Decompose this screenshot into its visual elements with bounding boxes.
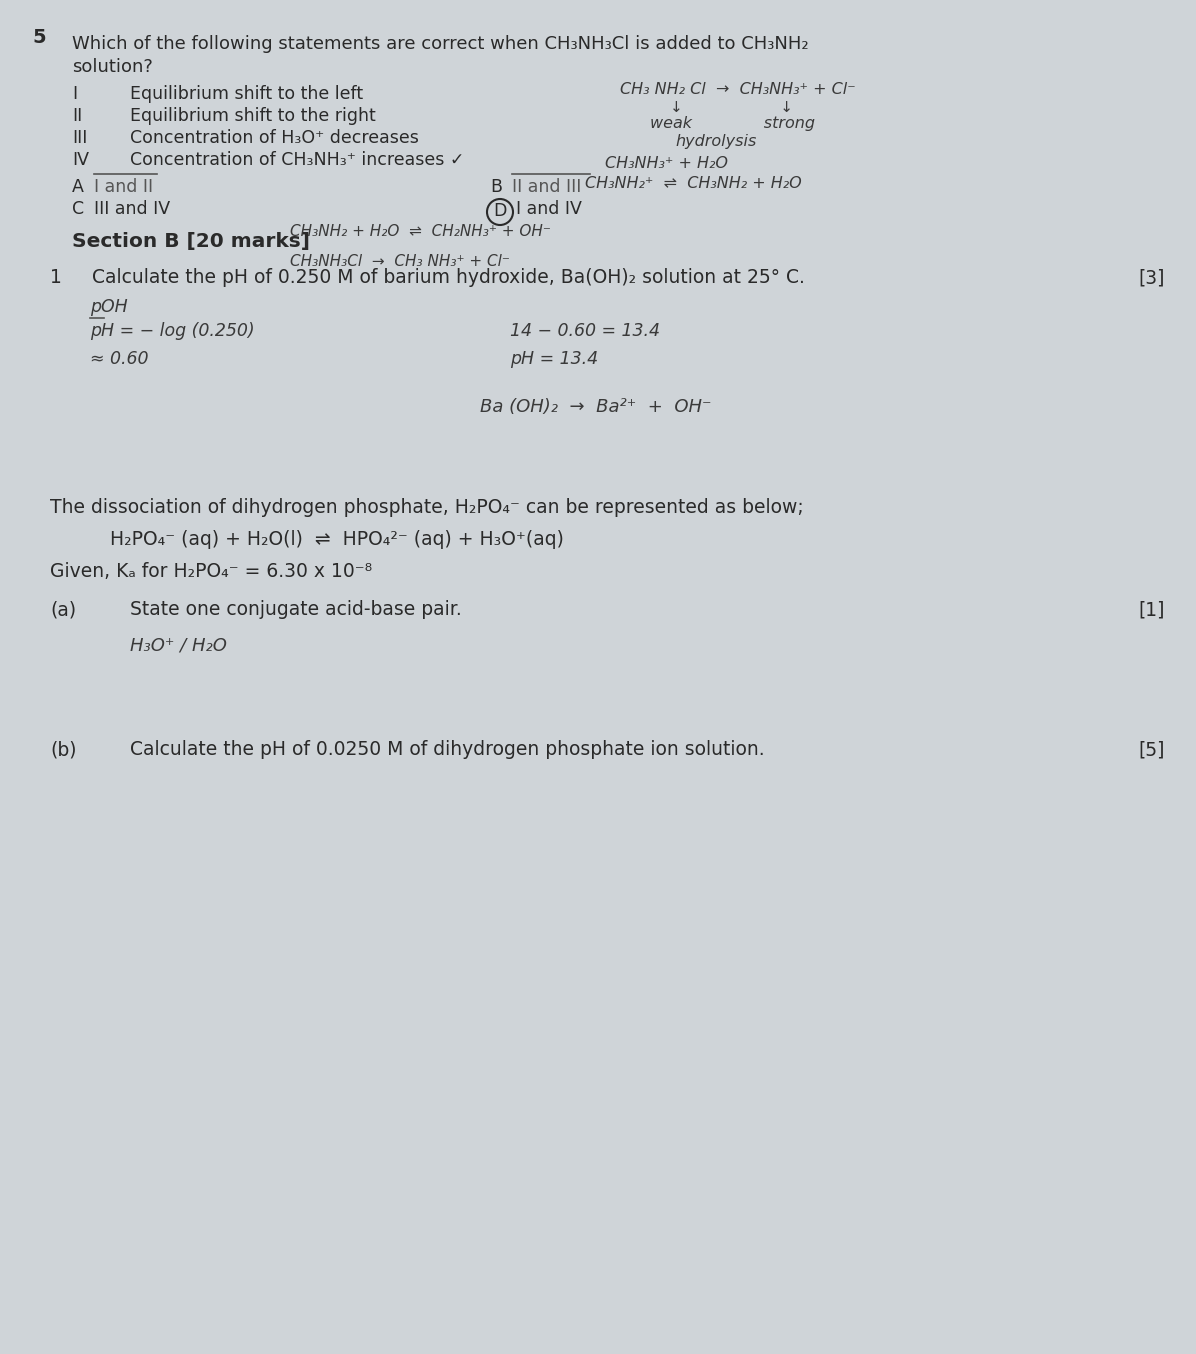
Text: B: B: [490, 177, 502, 196]
Text: II and III: II and III: [512, 177, 581, 196]
Text: IV: IV: [72, 152, 89, 169]
Text: I and IV: I and IV: [515, 200, 582, 218]
Text: 5: 5: [32, 28, 45, 47]
Text: The dissociation of dihydrogen phosphate, H₂PO₄⁻ can be represented as below;: The dissociation of dihydrogen phosphate…: [50, 498, 804, 517]
Text: 1: 1: [50, 268, 62, 287]
Text: solution?: solution?: [72, 58, 153, 76]
Text: Equilibrium shift to the left: Equilibrium shift to the left: [130, 85, 364, 103]
Text: Equilibrium shift to the right: Equilibrium shift to the right: [130, 107, 376, 125]
Text: I and II: I and II: [94, 177, 153, 196]
Text: [5]: [5]: [1139, 741, 1165, 760]
Text: Which of the following statements are correct when CH₃NH₃Cl is added to CH₃NH₂: Which of the following statements are co…: [72, 35, 808, 53]
Text: H₂PO₄⁻ (aq) + H₂O(l)  ⇌  HPO₄²⁻ (aq) + H₃O⁺(aq): H₂PO₄⁻ (aq) + H₂O(l) ⇌ HPO₄²⁻ (aq) + H₃O…: [110, 529, 563, 548]
Text: Calculate the pH of 0.0250 M of dihydrogen phosphate ion solution.: Calculate the pH of 0.0250 M of dihydrog…: [130, 741, 764, 760]
Text: I: I: [72, 85, 77, 103]
Text: CH₃NH₂ + H₂O  ⇌  CH₂NH₃⁺ + OH⁻: CH₃NH₂ + H₂O ⇌ CH₂NH₃⁺ + OH⁻: [289, 223, 551, 240]
Text: H₃O⁺ / H₂O: H₃O⁺ / H₂O: [130, 636, 227, 654]
Text: CH₃ NH₂ Cl  →  CH₃NH₃⁺ + Cl⁻: CH₃ NH₂ Cl → CH₃NH₃⁺ + Cl⁻: [620, 83, 856, 97]
Text: pH = 13.4: pH = 13.4: [509, 349, 598, 368]
Text: State one conjugate acid-base pair.: State one conjugate acid-base pair.: [130, 600, 462, 619]
Text: hydrolysis: hydrolysis: [675, 134, 756, 149]
Text: Ba (OH)₂  →  Ba²⁺  +  OH⁻: Ba (OH)₂ → Ba²⁺ + OH⁻: [480, 398, 712, 416]
Text: (a): (a): [50, 600, 77, 619]
Text: (b): (b): [50, 741, 77, 760]
Text: 14 − 0.60 = 13.4: 14 − 0.60 = 13.4: [509, 322, 660, 340]
Text: III: III: [72, 129, 87, 148]
Text: Calculate the pH of 0.250 M of barium hydroxide, Ba(OH)₂ solution at 25° C.: Calculate the pH of 0.250 M of barium hy…: [92, 268, 805, 287]
Text: pOH: pOH: [90, 298, 128, 315]
Text: II: II: [72, 107, 83, 125]
Text: D: D: [493, 202, 507, 219]
Text: Section B [20 marks]: Section B [20 marks]: [72, 232, 310, 250]
Text: CH₃NH₂⁺  ⇌  CH₃NH₂ + H₂O: CH₃NH₂⁺ ⇌ CH₃NH₂ + H₂O: [585, 176, 801, 191]
Text: [1]: [1]: [1139, 600, 1165, 619]
Text: Given, Kₐ for H₂PO₄⁻ = 6.30 x 10⁻⁸: Given, Kₐ for H₂PO₄⁻ = 6.30 x 10⁻⁸: [50, 562, 372, 581]
Text: CH₃NH₃⁺ + H₂O: CH₃NH₃⁺ + H₂O: [605, 156, 728, 171]
Text: Concentration of H₃O⁺ decreases: Concentration of H₃O⁺ decreases: [130, 129, 419, 148]
Text: ↓                    ↓: ↓ ↓: [670, 100, 793, 115]
Text: pH = − log (0.250): pH = − log (0.250): [90, 322, 255, 340]
Text: C: C: [72, 200, 84, 218]
Text: CH₃NH₃Cl  →  CH₃ NH₃⁺ + Cl⁻: CH₃NH₃Cl → CH₃ NH₃⁺ + Cl⁻: [289, 255, 509, 269]
Text: [3]: [3]: [1139, 268, 1165, 287]
Text: A: A: [72, 177, 84, 196]
Text: Concentration of CH₃NH₃⁺ increases ✓: Concentration of CH₃NH₃⁺ increases ✓: [130, 152, 464, 169]
Text: ≈ 0.60: ≈ 0.60: [90, 349, 148, 368]
Text: weak              strong: weak strong: [649, 116, 814, 131]
Text: III and IV: III and IV: [94, 200, 170, 218]
